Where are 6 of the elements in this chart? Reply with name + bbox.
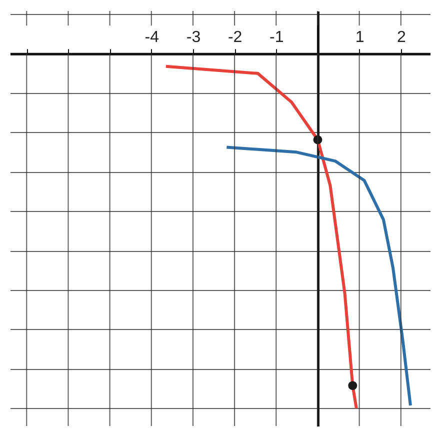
x-tick-label: -2 — [228, 29, 242, 46]
x-tick-label: -4 — [144, 29, 160, 46]
x-tick-label: -3 — [186, 29, 201, 46]
x-tick-label: 1 — [355, 29, 364, 46]
x-tick-label: 2 — [396, 29, 406, 46]
x-tick-label: -1 — [270, 29, 284, 46]
